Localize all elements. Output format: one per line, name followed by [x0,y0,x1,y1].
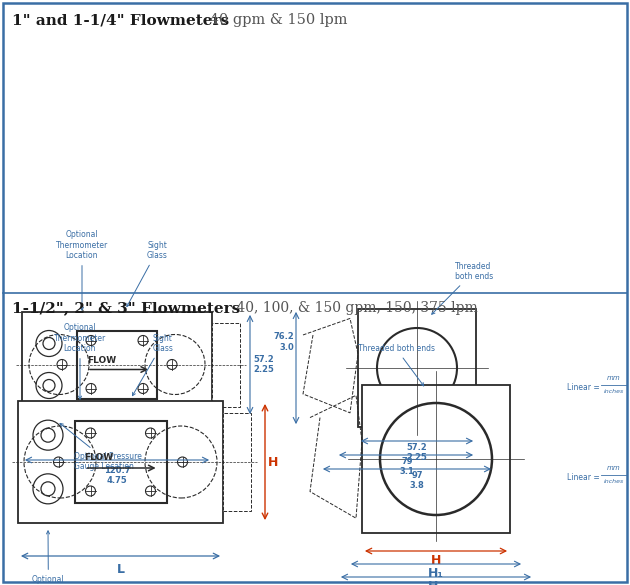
Text: Optional
Pressure
Gauge
Location: Optional Pressure Gauge Location [32,531,65,585]
Text: L: L [117,563,125,576]
Text: 1-1/2", 2" & 3" Flowmeters: 1-1/2", 2" & 3" Flowmeters [12,301,240,315]
Bar [212,322,240,407]
Text: Sight
Glass: Sight Glass [132,333,173,395]
Text: H: H [431,554,441,567]
Text: 1" and 1-1/4" Flowmeters: 1" and 1-1/4" Flowmeters [12,13,229,27]
Bar [223,413,251,511]
Text: H₂: H₂ [428,580,444,585]
Text: Optional
Thermometer
Location: Optional Thermometer Location [54,323,106,399]
Text: 76.2
3.0: 76.2 3.0 [273,332,294,352]
Text: Sight
Glass: Sight Glass [127,240,168,307]
Bar [18,401,223,523]
Text: inches: inches [604,479,624,484]
Text: H₁: H₁ [428,567,444,580]
Bar [77,331,157,398]
Text: inches: inches [604,389,624,394]
Text: Threaded
both ends: Threaded both ends [432,261,493,314]
Text: H: H [268,456,278,469]
Text: FLOW: FLOW [84,453,113,463]
Text: 40 gpm & 150 lpm: 40 gpm & 150 lpm [205,13,348,27]
Text: mm: mm [607,375,621,381]
Text: Linear =: Linear = [567,473,600,481]
Text: FLOW: FLOW [87,356,116,365]
Bar [74,421,166,503]
Text: 40, 100, & 150 gpm, 150, 375 lpm: 40, 100, & 150 gpm, 150, 375 lpm [232,301,478,315]
Bar [22,312,212,417]
Text: 79
3.1: 79 3.1 [399,457,415,476]
Bar [362,385,510,533]
Text: 57.2
2.25: 57.2 2.25 [253,355,274,374]
Text: Threaded both ends: Threaded both ends [357,344,435,386]
Bar [358,309,476,427]
Text: Optional Pressure
Gauge Location: Optional Pressure Gauge Location [60,424,142,472]
Text: Optional
Thermometer
Location: Optional Thermometer Location [56,230,108,310]
Text: 57.2
2.25: 57.2 2.25 [406,443,427,462]
Text: 97
3.8: 97 3.8 [410,471,425,490]
Text: 120.7
4.75: 120.7 4.75 [104,466,130,486]
Text: mm: mm [607,465,621,471]
Text: Linear =: Linear = [567,383,600,391]
